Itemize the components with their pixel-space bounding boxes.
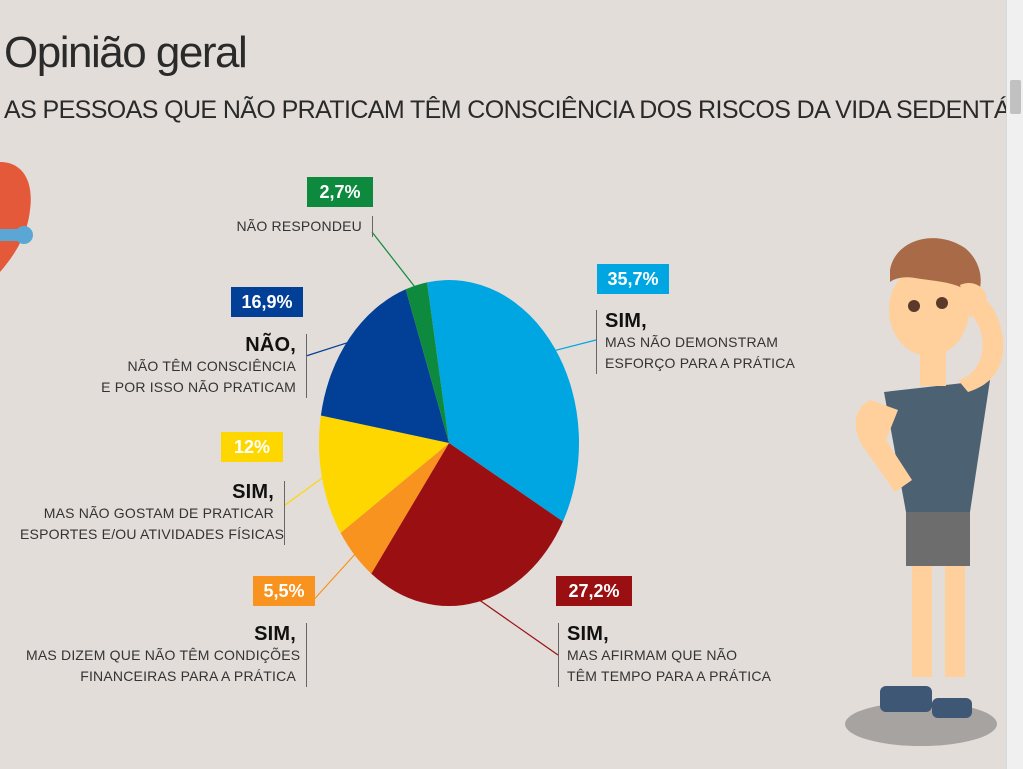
callout-line: ESFORÇO PARA A PRÁTICA [605, 355, 796, 371]
callout-slice-3: SIM, MAS NÃO GOSTAM DE PRATICAR ESPORTES… [20, 481, 285, 545]
callout-line: MAS AFIRMAM QUE NÃO [567, 647, 738, 663]
callout-slice-4: NÃO, NÃO TÊM CONSCIÊNCIA E POR ISSO NÃO … [100, 334, 307, 398]
badge-slice-1: 27,2% [556, 576, 632, 606]
pie-slice-1 [371, 443, 563, 607]
pie-slice-2 [340, 443, 449, 574]
page-subtitle: AS PESSOAS QUE NÃO PRATICAM TÊM CONSCIÊN… [4, 96, 1023, 124]
callout-head: SIM, [254, 623, 296, 645]
callout-line: MAS NÃO GOSTAM DE PRATICAR [43, 505, 274, 521]
pie-slice-0 [427, 280, 580, 522]
callout-slice-1: SIM, MAS AFIRMAM QUE NÃO TÊM TEMPO PARA … [558, 623, 771, 687]
leader-line-4 [305, 340, 353, 357]
decorative-heart-icon [0, 162, 33, 272]
scrollbar-thumb[interactable] [1010, 80, 1021, 114]
thinking-person-illustration [845, 238, 1004, 746]
callout-head: SIM, [232, 481, 274, 503]
callout-line: TÊM TEMPO PARA A PRÁTICA [567, 668, 772, 684]
leader-line-1 [475, 597, 559, 656]
callout-line: NÃO TÊM CONSCIÊNCIA [127, 358, 296, 374]
callout-head: SIM, [567, 623, 609, 645]
leader-line-2 [308, 551, 358, 606]
pie-slice-3 [318, 415, 449, 533]
leader-line-0 [551, 339, 597, 352]
badge-slice-0: 35,7% [597, 264, 669, 294]
callout-slice-2: SIM, MAS DIZEM QUE NÃO TÊM CONDIÇÕES FIN… [26, 623, 307, 687]
callout-slice-0: SIM, MAS NÃO DEMONSTRAM ESFORÇO PARA A P… [596, 310, 795, 374]
badge-slice-5: 2,7% [307, 177, 373, 207]
callout-line: E POR ISSO NÃO PRATICAM [101, 379, 296, 395]
pie-chart [318, 280, 580, 607]
badge-slice-4: 16,9% [231, 287, 303, 317]
page-title: Opinião geral [4, 28, 248, 77]
callout-line: MAS DIZEM QUE NÃO TÊM CONDIÇÕES [26, 647, 301, 663]
leader-lines [284, 231, 597, 656]
callout-line: NÃO RESPONDEU [236, 218, 362, 234]
callout-head: SIM, [605, 310, 647, 332]
callout-line: FINANCEIRAS PARA A PRÁTICA [80, 668, 296, 684]
callout-line: MAS NÃO DEMONSTRAM [605, 334, 779, 350]
pie-slice-5 [405, 282, 449, 443]
callout-slice-5: NÃO RESPONDEU [220, 216, 373, 237]
leader-line-5 [371, 231, 418, 291]
callout-head: NÃO, [245, 334, 296, 356]
badge-slice-2: 5,5% [253, 576, 315, 606]
badge-slice-3: 12% [221, 432, 283, 462]
leader-line-3 [284, 475, 326, 506]
callout-line: ESPORTES E/OU ATIVIDADES FÍSICAS [20, 526, 285, 542]
vertical-scrollbar[interactable] [1006, 0, 1023, 769]
pie-slice-4 [320, 289, 449, 443]
